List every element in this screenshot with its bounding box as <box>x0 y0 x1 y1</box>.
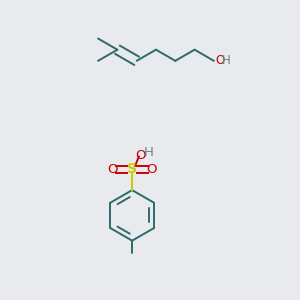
Text: O: O <box>108 163 118 176</box>
Text: O: O <box>135 149 146 162</box>
Text: H: H <box>144 146 154 159</box>
Text: O: O <box>215 54 225 67</box>
Text: H: H <box>222 54 231 67</box>
Text: S: S <box>127 162 137 176</box>
Text: O: O <box>146 163 157 176</box>
